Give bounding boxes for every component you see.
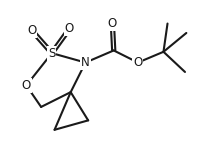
Text: O: O: [22, 79, 31, 92]
Text: N: N: [81, 56, 90, 69]
Text: O: O: [65, 22, 74, 35]
Text: O: O: [108, 17, 117, 30]
Text: O: O: [27, 24, 36, 37]
Text: S: S: [48, 47, 56, 60]
Text: O: O: [133, 56, 143, 69]
